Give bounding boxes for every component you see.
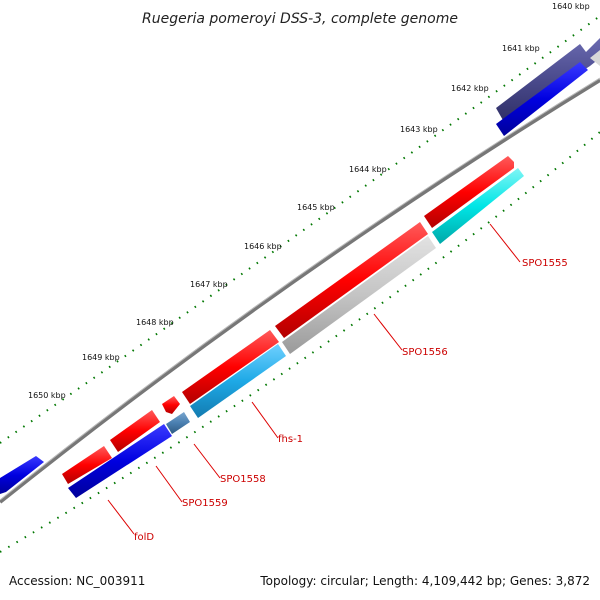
tick-label-1649: 1649 kbp: [82, 353, 120, 362]
gene-label-spo1555[interactable]: SPO1555: [522, 258, 568, 269]
gene-arrow-red-5[interactable]: [110, 410, 160, 452]
gene-arrow-red-2[interactable]: [275, 222, 428, 338]
outer-dotted-guide: [0, 15, 600, 444]
gene-label-spo1559[interactable]: SPO1559: [182, 498, 228, 509]
tick-label-1644: 1644 kbp: [349, 165, 387, 174]
outer-tick-ring: 1640 kbp 1641 kbp 1642 kbp 1643 kbp 1644…: [0, 2, 600, 444]
gene-arrow-lightblue[interactable]: [190, 344, 286, 418]
accession-text: Accession: NC_003911: [9, 574, 145, 588]
gene-arrow-blue-2[interactable]: [0, 456, 44, 494]
leader-line-fold: [107, 499, 135, 535]
gene-arrow-red-6[interactable]: [62, 446, 112, 484]
leader-line-spo1558: [193, 443, 221, 479]
leader-line-fhs1: [251, 401, 279, 439]
gene-labels: SPO1555 SPO1556 fhs-1 SPO1558 SPO1559 fo…: [107, 223, 568, 543]
tick-label-1647: 1647 kbp: [190, 280, 228, 289]
gene-arrow-red-1[interactable]: [424, 156, 514, 228]
gene-label-spo1556[interactable]: SPO1556: [402, 347, 448, 358]
gene-label-fhs1[interactable]: fhs-1: [278, 434, 303, 445]
gene-arrow-blue-1[interactable]: [496, 62, 588, 136]
genome-backbone-highlight: [0, 77, 600, 501]
gene-arrow-cyan[interactable]: [432, 168, 524, 244]
gene-arrow-tip-grey[interactable]: [590, 50, 600, 66]
reverse-strand-track: [0, 62, 588, 498]
topology-text: Topology: circular; Length: 4,109,442 bp…: [259, 574, 590, 588]
leader-line-spo1556: [373, 313, 403, 351]
tick-label-1648: 1648 kbp: [136, 318, 174, 327]
gene-arrow-red-4[interactable]: [162, 396, 180, 414]
tick-label-1641: 1641 kbp: [502, 44, 540, 53]
leader-line-spo1555: [489, 223, 521, 263]
leader-line-spo1559: [155, 465, 183, 503]
gene-label-spo1558[interactable]: SPO1558: [220, 474, 266, 485]
tick-label-1650: 1650 kbp: [28, 391, 66, 400]
gene-arrow-grey[interactable]: [282, 236, 436, 354]
tick-label-1642: 1642 kbp: [451, 84, 489, 93]
map-title: Ruegeria pomeroyi DSS-3, complete genome: [142, 11, 458, 27]
gene-arrow-blue-3[interactable]: [68, 424, 172, 498]
tick-label-1643: 1643 kbp: [400, 125, 438, 134]
tick-label-1646: 1646 kbp: [244, 242, 282, 251]
gene-label-fold[interactable]: folD: [134, 532, 154, 543]
tick-label-1645: 1645 kbp: [297, 203, 335, 212]
gene-arrow-steel[interactable]: [166, 412, 190, 434]
tick-label-1640: 1640 kbp: [552, 2, 590, 11]
gene-arrow-navy[interactable]: [496, 38, 600, 122]
forward-strand-track: [62, 38, 600, 484]
genome-backbone: [0, 78, 600, 504]
gene-arrow-red-3[interactable]: [182, 330, 279, 404]
